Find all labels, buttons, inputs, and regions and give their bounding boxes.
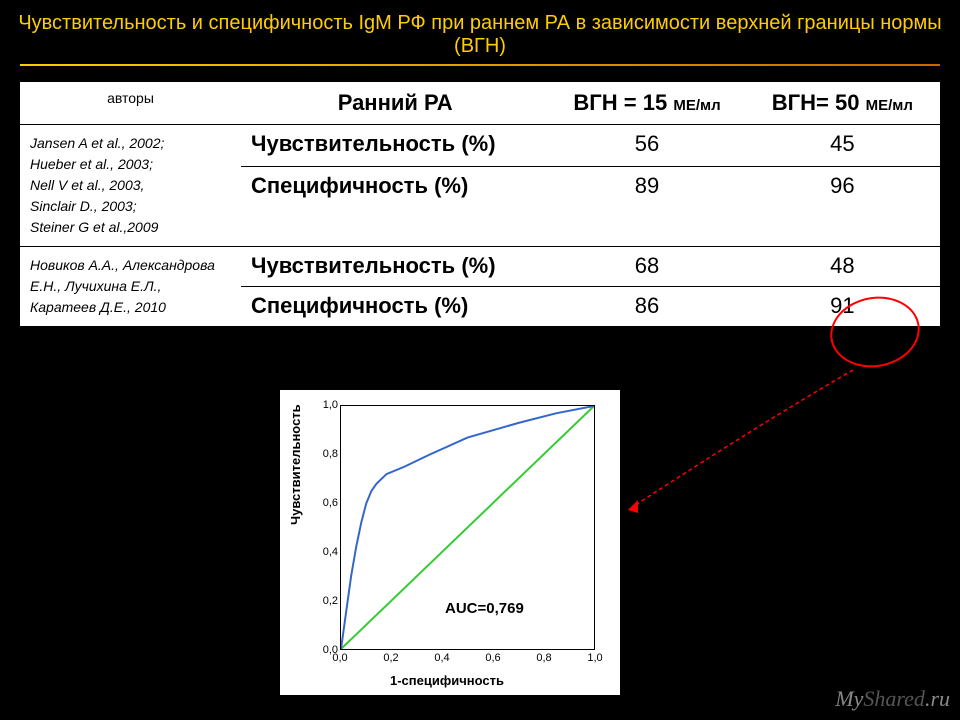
- spec15-2: 86: [549, 287, 744, 327]
- col-authors: авторы: [20, 82, 241, 125]
- roc-chart: Чувствительность 1-специфичность AUC=0,7…: [280, 390, 620, 695]
- authors-group2: Новиков А.А., Александрова Е.Н., Лучихин…: [20, 247, 241, 327]
- chart-plot-area: [340, 405, 595, 650]
- spec15-1: 89: [549, 167, 744, 247]
- col-ra: Ранний РА: [241, 82, 549, 125]
- authors-group1: Jansen A et al., 2002;Hueber et al., 200…: [20, 125, 241, 247]
- sens50-1: 45: [745, 125, 940, 167]
- sens-label-2: Чувствительность (%): [241, 247, 549, 287]
- sens-label-1: Чувствительность (%): [241, 125, 549, 167]
- spec-label-2: Специфичность (%): [241, 287, 549, 327]
- chart-ylabel: Чувствительность: [288, 404, 303, 525]
- spec-label-1: Специфичность (%): [241, 167, 549, 247]
- col-vgn50: ВГН= 50 МЕ/мл: [745, 82, 940, 125]
- spec50-1: 96: [745, 167, 940, 247]
- title-underline: [20, 64, 940, 66]
- roc-curve: [341, 406, 594, 649]
- watermark: MyShared.ru: [835, 686, 950, 712]
- slide-title: Чувствительность и специфичность IgM РФ …: [0, 0, 960, 64]
- chart-xlabel: 1-специфичность: [390, 673, 504, 688]
- arrow-annotation: [608, 365, 908, 565]
- sens15-1: 56: [549, 125, 744, 167]
- sens50-2: 48: [745, 247, 940, 287]
- data-table: авторы Ранний РА ВГН = 15 МЕ/мл ВГН= 50 …: [20, 81, 940, 327]
- sens15-2: 68: [549, 247, 744, 287]
- col-vgn15: ВГН = 15 МЕ/мл: [549, 82, 744, 125]
